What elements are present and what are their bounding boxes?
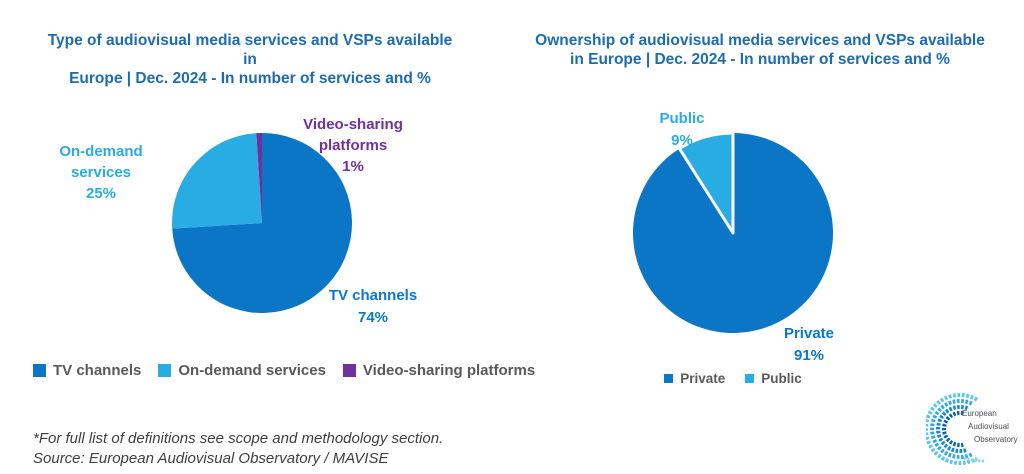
legend-label-public: Public <box>761 371 802 386</box>
legend-item-public: Public <box>745 371 802 386</box>
eao-logo-swirl-icon <box>926 393 985 465</box>
left-legend: TV channels On-demand services Video-sha… <box>33 362 535 379</box>
eao-logo: European Audiovisual Observatory <box>926 393 1018 465</box>
type-pie-chart <box>172 133 352 313</box>
legend-label-on-demand: On-demand services <box>178 362 326 379</box>
tv-channels-callout: TV channels 74% <box>312 285 434 329</box>
on-demand-callout-line2: services <box>70 164 132 181</box>
source-note: Source: European Audiovisual Observatory… <box>33 449 389 467</box>
public-callout-value: 9% <box>671 132 693 149</box>
left-chart-title: Type of audiovisual media services and V… <box>40 31 460 88</box>
video-sharing-callout-line2: platforms <box>318 137 388 154</box>
legend-label-video-sharing: Video-sharing platforms <box>362 362 536 379</box>
tv-channels-callout-line1: TV channels <box>328 287 418 304</box>
on-demand-callout-line1: On-demand <box>59 143 143 160</box>
eao-logo-text-line1: European <box>962 409 997 418</box>
video-sharing-callout: Video-sharing platforms 1% <box>293 114 413 177</box>
legend-item-video-sharing: Video-sharing platforms <box>342 362 536 379</box>
pie-slice-on-demand <box>172 133 262 229</box>
public-callout: Public 9% <box>622 108 742 152</box>
eao-logo-text-line2: Audiovisual <box>968 422 1009 431</box>
legend-label-private: Private <box>680 371 726 386</box>
pie-slice-public <box>677 133 735 235</box>
tv-channels-swatch-icon <box>33 364 46 377</box>
public-callout-label: Public <box>659 110 705 127</box>
on-demand-callout: On-demand services 25% <box>41 141 161 204</box>
right-chart-title: Ownership of audiovisual media services … <box>532 31 988 69</box>
public-swatch-icon <box>745 374 755 383</box>
ownership-pie-chart <box>633 133 833 333</box>
on-demand-callout-value: 25% <box>85 185 117 202</box>
left-chart-title-line1: Type of audiovisual media services and V… <box>47 32 453 68</box>
private-callout-value: 91% <box>793 347 825 364</box>
right-chart-title-line2: in Europe | Dec. 2024 - In number of ser… <box>570 51 950 68</box>
definition-note: *For full list of definitions see scope … <box>33 430 444 447</box>
legend-label-tv-channels: TV channels <box>53 362 142 379</box>
private-callout-label: Private <box>783 325 835 342</box>
private-callout: Private 91% <box>749 323 869 367</box>
video-sharing-swatch-icon <box>342 364 356 377</box>
right-chart-title-line1: Ownership of audiovisual media services … <box>535 32 985 49</box>
right-legend: Private Public <box>633 371 833 386</box>
private-swatch-icon <box>664 374 674 383</box>
footnotes: *For full list of definitions see scope … <box>33 429 443 468</box>
tv-channels-callout-value: 74% <box>357 309 389 326</box>
video-sharing-callout-line1: Video-sharing <box>303 116 403 133</box>
video-sharing-callout-value: 1% <box>342 158 364 175</box>
pie-slice-video-sharing <box>256 133 262 223</box>
on-demand-swatch-icon <box>158 364 172 377</box>
left-chart-title-line2: Europe | Dec. 2024 - In number of servic… <box>69 70 431 87</box>
legend-item-tv-channels: TV channels <box>33 362 141 379</box>
pie-slice-tv-channels <box>172 133 352 313</box>
eao-logo-text-line3: Observatory <box>974 435 1018 444</box>
legend-item-on-demand: On-demand services <box>158 362 326 379</box>
legend-item-private: Private <box>664 371 725 386</box>
